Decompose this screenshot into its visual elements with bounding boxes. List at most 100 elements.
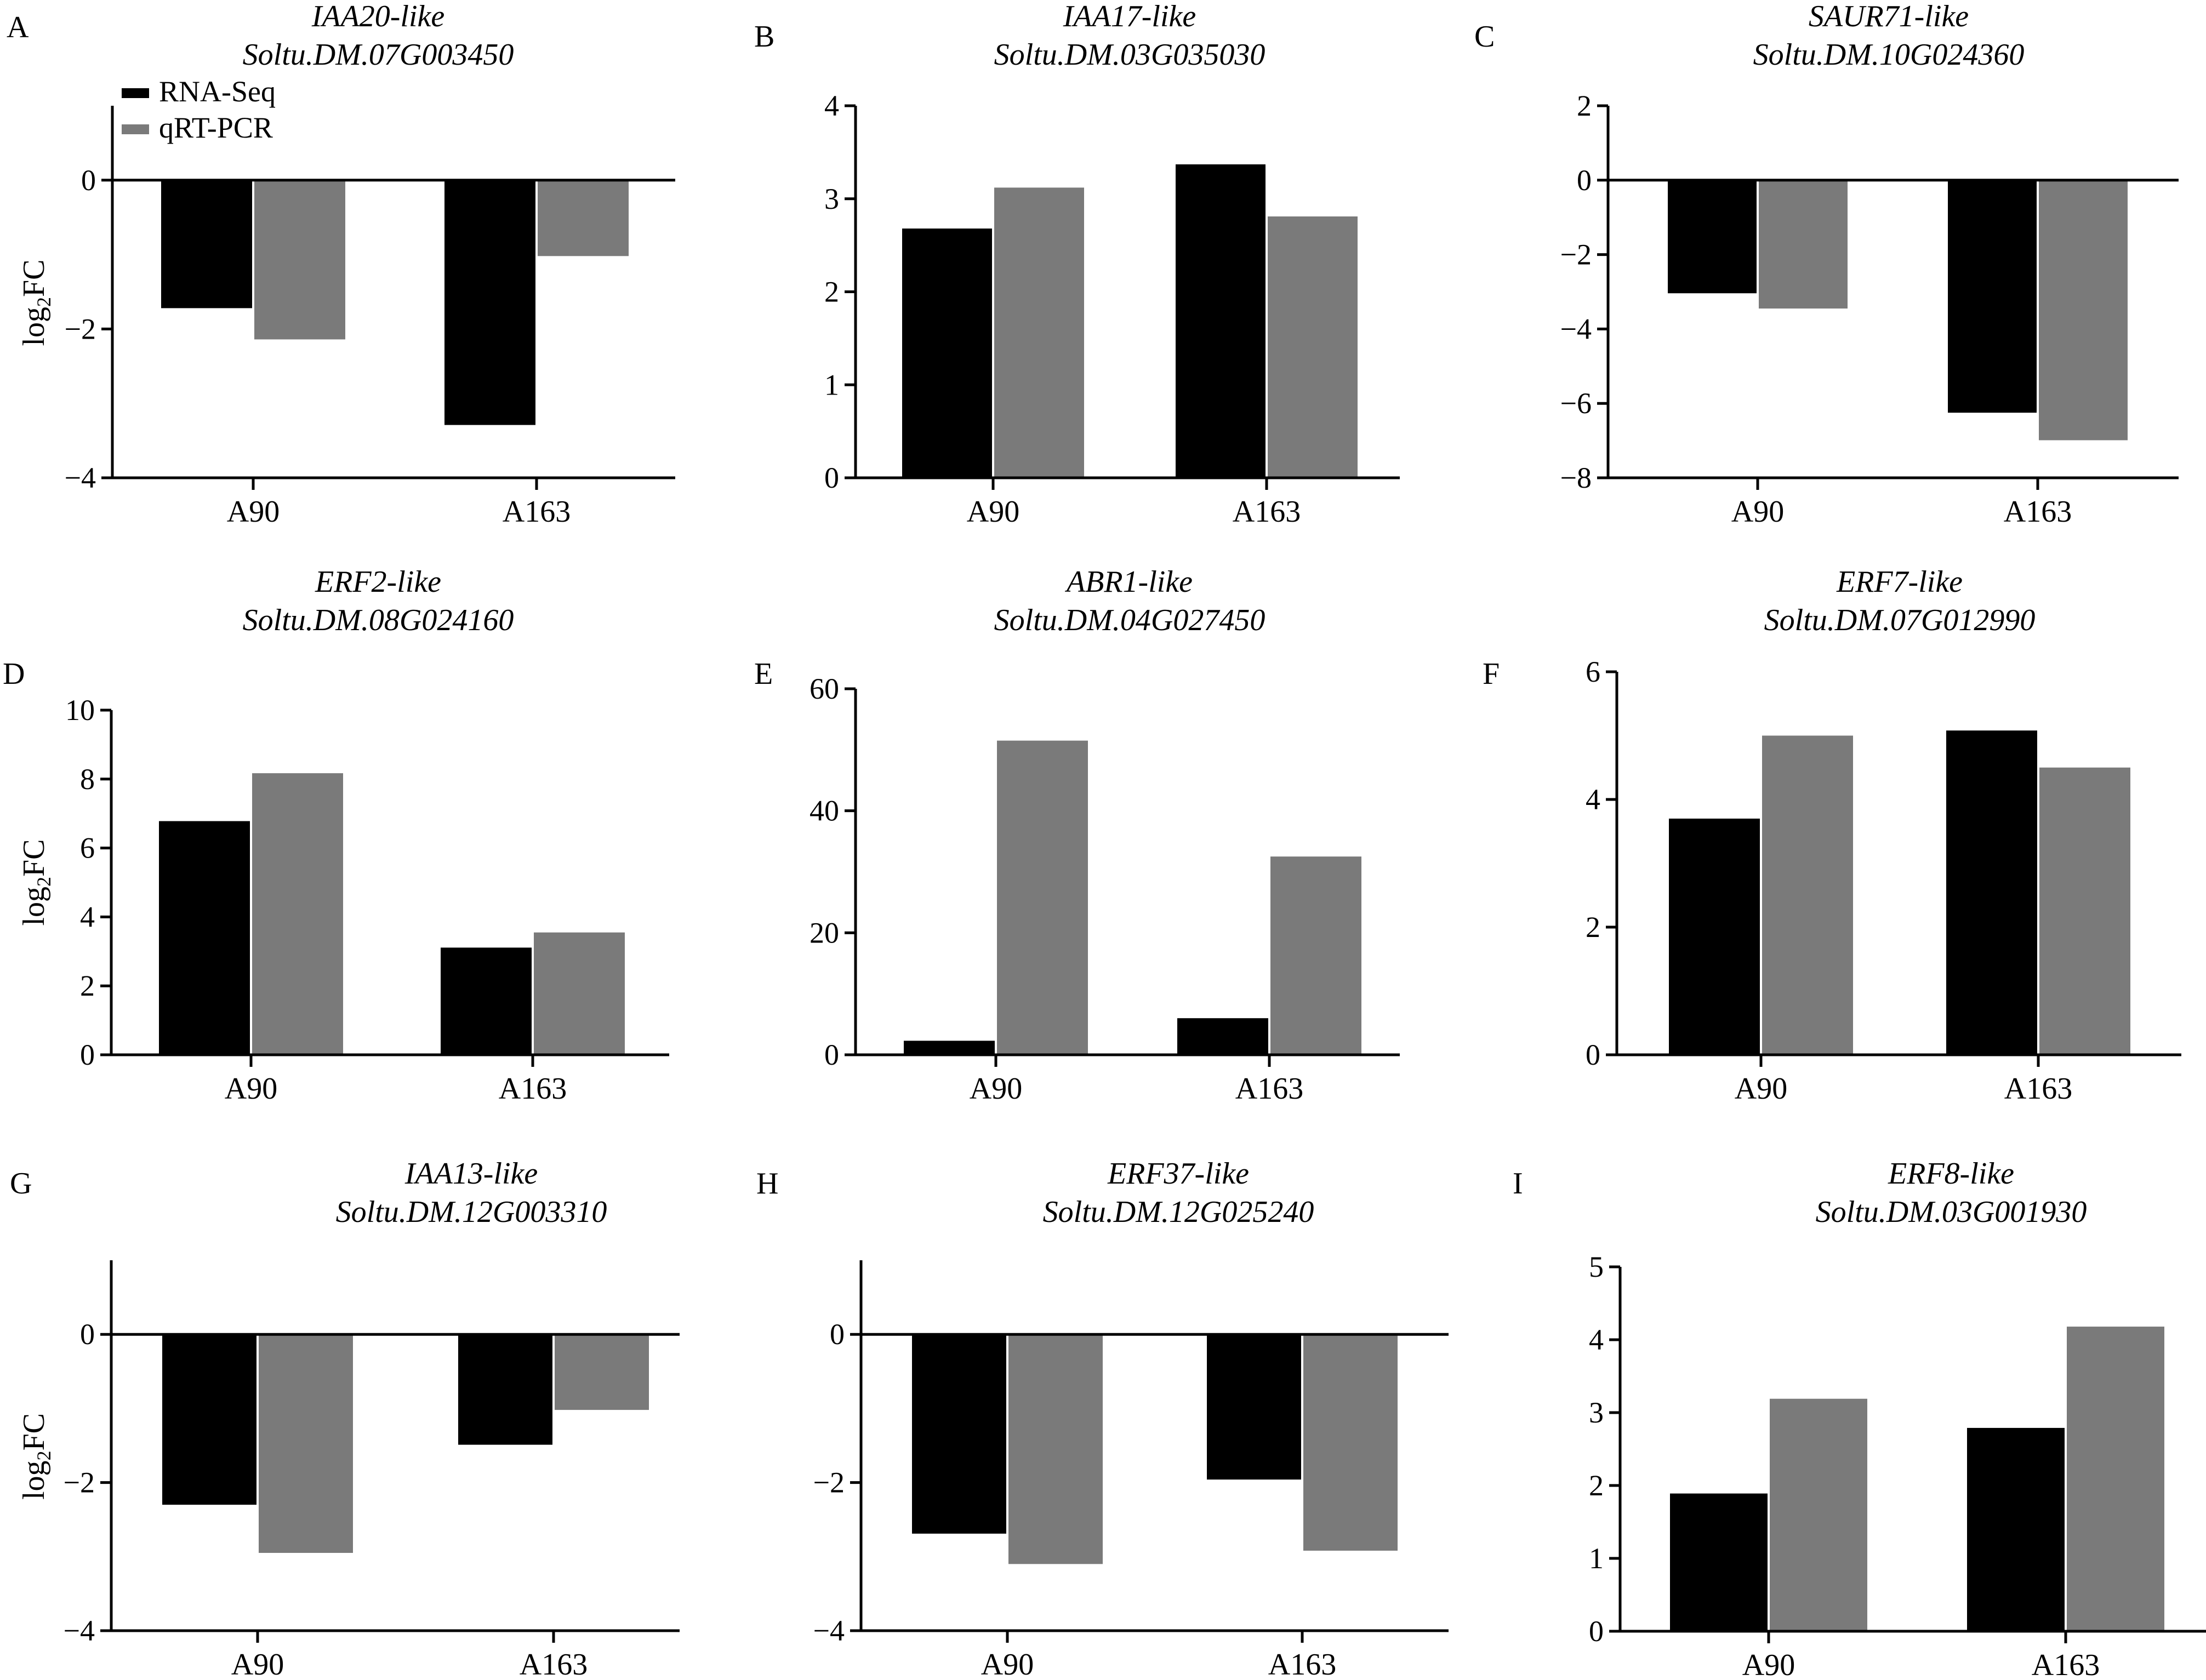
y-axis-label-log: log: [17, 887, 51, 926]
panel-title-gene: IAA17-like: [1063, 0, 1196, 33]
bar-qrt-pcr-a90: [259, 1334, 353, 1553]
y-tick-label: 6: [1586, 655, 1600, 688]
x-tick-label: A163: [2032, 1648, 2100, 1680]
bar-qrt-pcr-a90: [1008, 1334, 1103, 1564]
x-tick-label: A163: [1233, 495, 1301, 529]
x-tick-label: A163: [520, 1648, 588, 1680]
y-tick-label: −2: [64, 1466, 95, 1499]
y-tick-label: −2: [1560, 238, 1592, 271]
panel-title-gene: ERF37-like: [1107, 1157, 1249, 1191]
panel-g: G IAA13-like Soltu.DM.12G003310 0 −2 −4 A90 A16…: [10, 1157, 680, 1680]
bar-rna-seq-a163: [1946, 730, 2037, 1055]
panel-title-gene: ABR1-like: [1064, 565, 1193, 599]
bar-rna-seq-a90: [902, 228, 992, 478]
bar-qrt-pcr-a163: [534, 932, 625, 1055]
x-tick-label: A90: [970, 1072, 1022, 1106]
panel-title-id: Soltu.DM.07G003450: [243, 38, 514, 72]
x-tick-label: A90: [1742, 1648, 1795, 1680]
bar-qrt-pcr-a163: [1268, 216, 1358, 478]
bar-rna-seq-a90: [159, 821, 250, 1055]
panel-h: H ERF37-like Soltu.DM.12G025240 0 −2 −4 A90 A16…: [756, 1157, 1449, 1680]
bar-rna-seq-a90: [912, 1334, 1006, 1534]
y-axis-label-log: log: [17, 307, 51, 346]
y-axis-label-sub: 2: [33, 877, 55, 887]
panel-label: G: [10, 1167, 32, 1201]
y-axis-label: log2FC: [17, 259, 55, 346]
panel-title-id: Soltu.DM.03G035030: [994, 38, 1266, 72]
y-tick-label: 60: [810, 672, 839, 705]
bar-rna-seq-a90: [904, 1041, 995, 1055]
y-tick-label: 0: [830, 1318, 845, 1351]
x-tick-label: A163: [1235, 1072, 1303, 1106]
y-tick-label: −2: [813, 1466, 845, 1499]
y-tick-label: 4: [1589, 1323, 1604, 1356]
y-tick-label: 0: [80, 1318, 95, 1351]
legend-swatch-qrt-pcr: [122, 124, 149, 134]
bar-rna-seq-a163: [1176, 164, 1266, 478]
panel-title-gene: ERF7-like: [1836, 565, 1963, 599]
x-tick-label: A90: [967, 495, 1019, 529]
y-axis-label: log2FC: [17, 839, 55, 925]
bar-rna-seq-a163: [1948, 180, 2037, 413]
y-tick-label: 5: [1589, 1250, 1604, 1283]
panel-label: E: [754, 657, 773, 691]
x-tick-label: A90: [231, 1648, 284, 1680]
panel-c: C SAUR71-like Soltu.DM.10G024360 2 0 −2 −4 −6 −8…: [1474, 0, 2179, 529]
y-tick-label: −4: [813, 1614, 845, 1647]
panel-label: C: [1474, 20, 1495, 54]
bar-rna-seq-a90: [162, 1334, 256, 1505]
y-tick-label: −6: [1560, 387, 1592, 420]
y-tick-label: 0: [824, 1038, 839, 1071]
panel-label: B: [754, 20, 774, 54]
bar-qrt-pcr-a90: [1770, 1398, 1867, 1631]
panel-title-gene: ERF2-like: [315, 565, 441, 599]
bar-rna-seq-a163: [458, 1334, 552, 1445]
bar-qrt-pcr-a90: [994, 187, 1084, 478]
y-tick-label: 3: [1589, 1396, 1604, 1429]
y-tick-label: 2: [1577, 89, 1592, 122]
y-tick-label: 0: [824, 461, 839, 494]
y-axis-label-log: log: [17, 1460, 51, 1500]
panel-title-id: Soltu.DM.12G003310: [336, 1195, 607, 1229]
y-tick-label: 0: [1589, 1615, 1604, 1648]
y-tick-label: 20: [810, 916, 839, 949]
bar-rna-seq-a90: [1669, 818, 1760, 1055]
panel-title-id: Soltu.DM.04G027450: [994, 603, 1266, 637]
panel-a: A IAA20-like Soltu.DM.07G003450 0 −2 −4 A90 A16…: [7, 0, 675, 529]
panel-e: E ABR1-like Soltu.DM.04G027450 60 40 20 0 A90 A1…: [754, 565, 1400, 1106]
bar-rna-seq-a163: [1177, 1018, 1268, 1055]
y-tick-label: 0: [1577, 164, 1592, 197]
panel-label: A: [7, 10, 29, 44]
bar-rna-seq-a163: [444, 180, 535, 425]
bar-rna-seq-a90: [1668, 180, 1757, 294]
panel-title-id: Soltu.DM.10G024360: [1753, 38, 2025, 72]
x-tick-label: A90: [981, 1648, 1034, 1680]
legend-swatch-rna-seq: [122, 88, 149, 98]
panel-label: H: [756, 1167, 778, 1201]
bar-qrt-pcr-a163: [2039, 767, 2130, 1055]
y-axis-label: log2FC: [17, 1413, 55, 1500]
bar-qrt-pcr-a163: [2039, 180, 2128, 441]
panel-label: D: [3, 657, 25, 691]
y-tick-label: 2: [1586, 911, 1600, 944]
y-tick-label: 2: [1589, 1469, 1604, 1502]
bar-qrt-pcr-a163: [2067, 1327, 2164, 1631]
x-tick-label: A163: [503, 495, 571, 529]
y-axis-label-fc: FC: [17, 259, 51, 297]
y-tick-label: 3: [824, 182, 839, 215]
y-tick-label: −8: [1560, 461, 1592, 494]
bar-rna-seq-a90: [161, 180, 252, 308]
x-tick-label: A90: [1735, 1072, 1787, 1106]
bar-qrt-pcr-a90: [1759, 180, 1848, 309]
y-axis-label-fc: FC: [17, 1413, 51, 1451]
bar-qrt-pcr-a90: [997, 740, 1088, 1055]
y-tick-label: 0: [81, 164, 96, 197]
y-tick-label: 1: [1589, 1542, 1604, 1575]
x-tick-label: A163: [1268, 1648, 1336, 1680]
y-tick-label: 6: [80, 832, 95, 865]
x-tick-label: A163: [2004, 1072, 2072, 1106]
y-tick-label: 4: [824, 89, 839, 122]
y-tick-label: 4: [80, 900, 95, 933]
bar-qrt-pcr-a90: [254, 180, 345, 340]
